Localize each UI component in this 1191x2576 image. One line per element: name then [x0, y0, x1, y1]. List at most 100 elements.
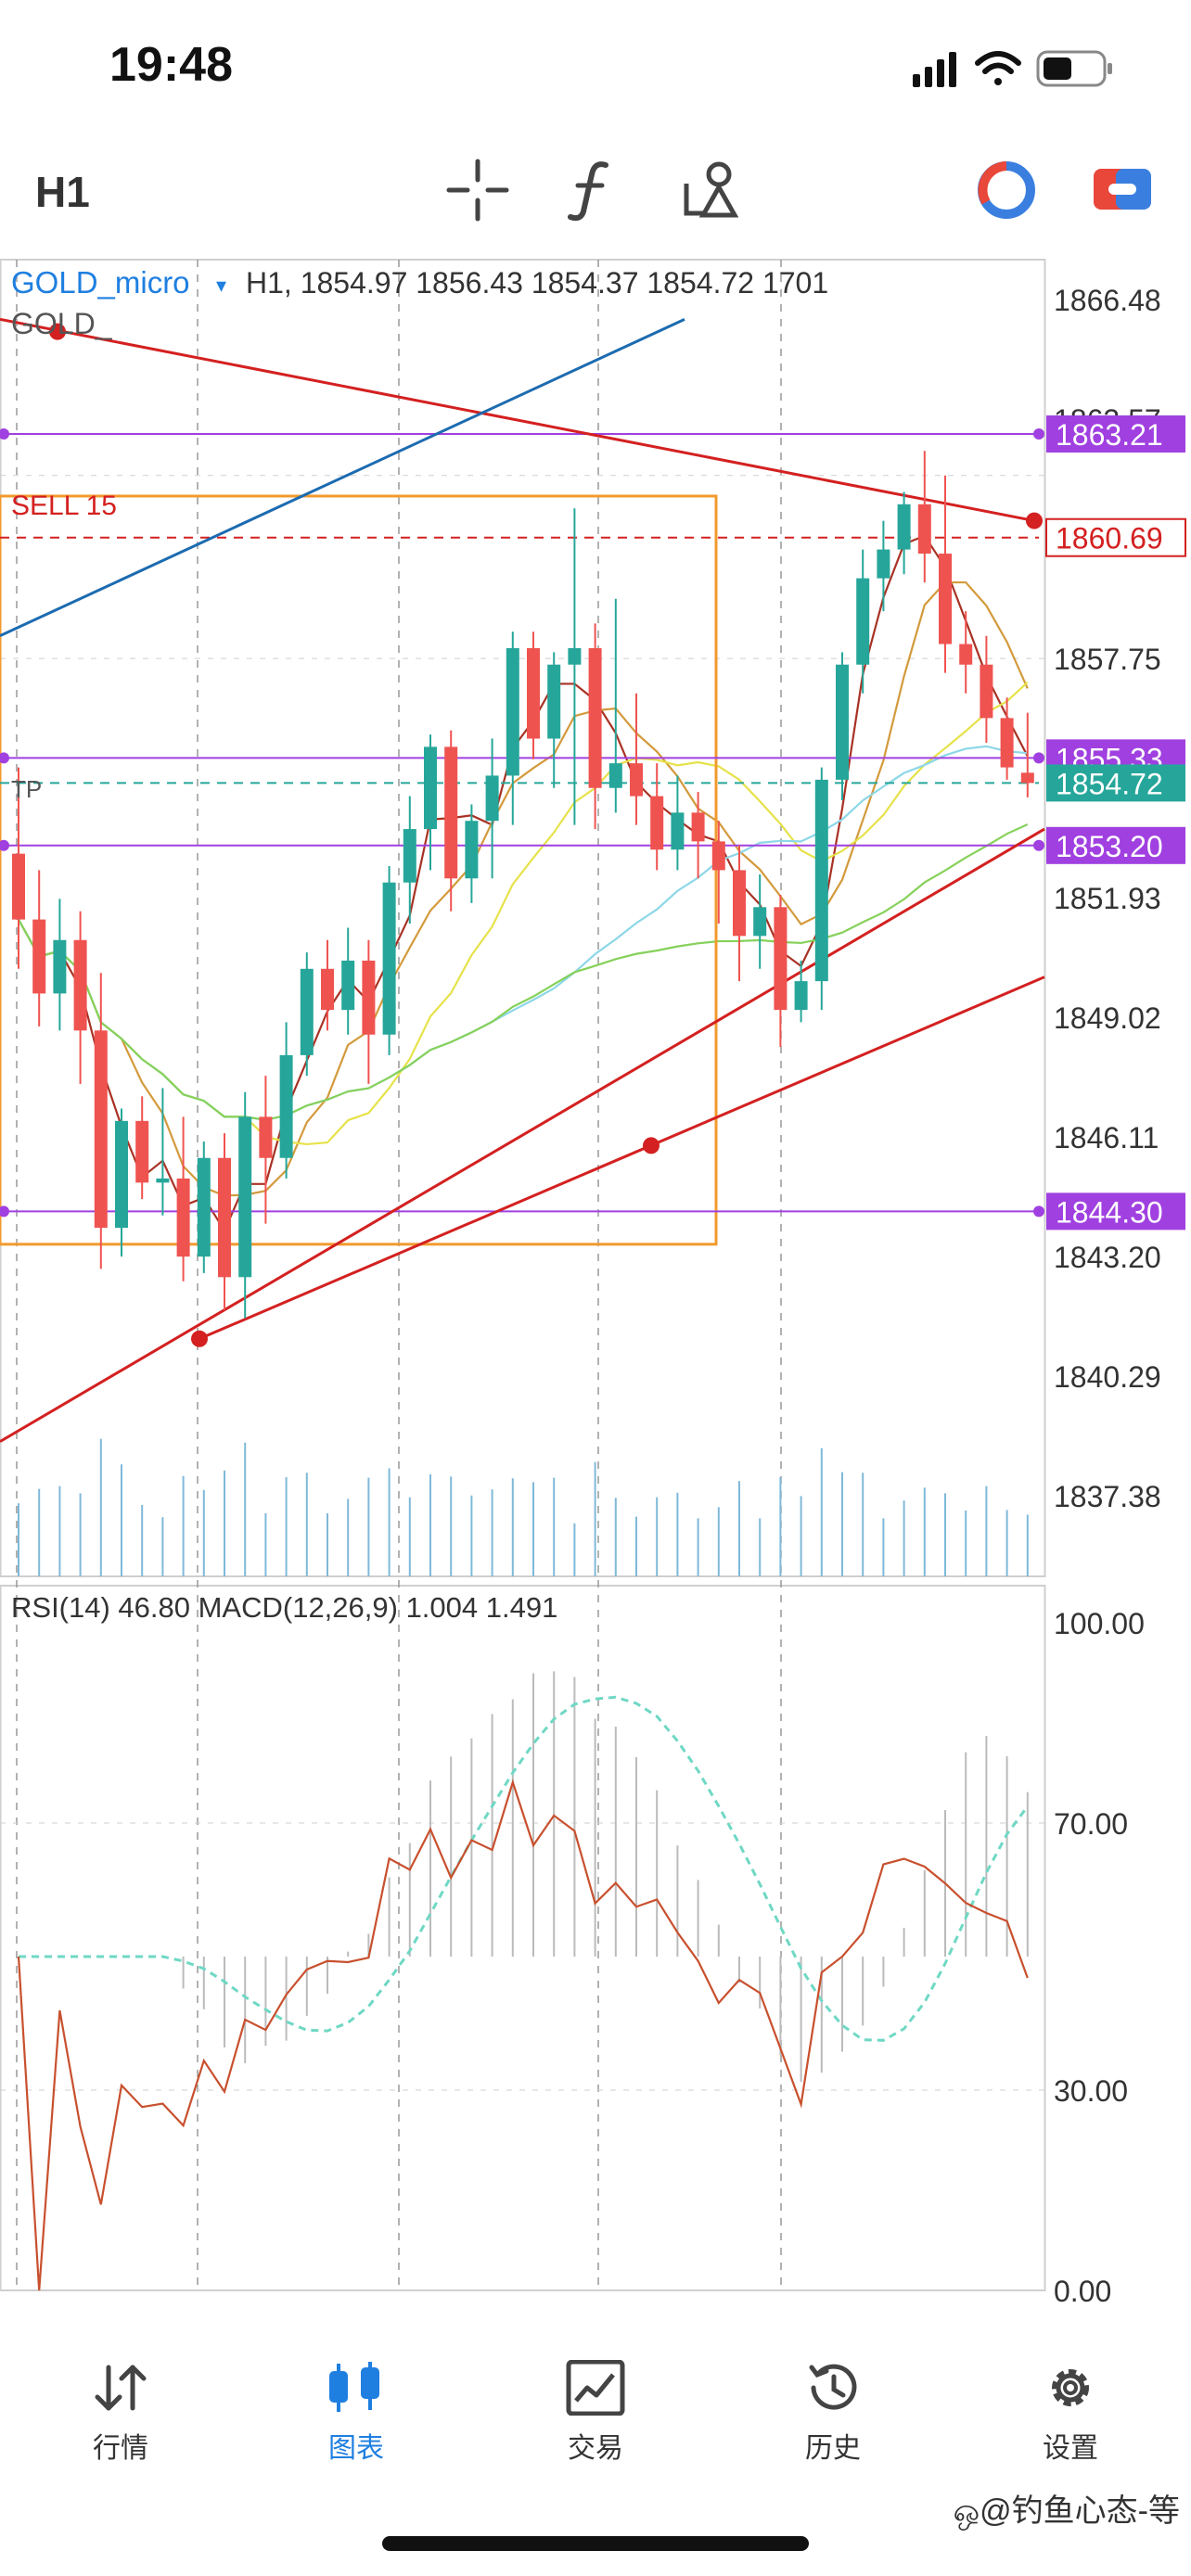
candle-body: [176, 1178, 190, 1257]
candle[interactable]: [733, 845, 746, 982]
candlestick-chart-icon: [329, 2362, 379, 2412]
candle[interactable]: [279, 1022, 293, 1179]
level-handle[interactable]: [0, 839, 9, 851]
candle[interactable]: [980, 635, 993, 743]
trendline-anchor[interactable]: [643, 1137, 660, 1154]
nav-settings[interactable]: 设置: [996, 2360, 1145, 2490]
candle[interactable]: [897, 491, 911, 575]
candle[interactable]: [73, 911, 87, 1084]
level-handle[interactable]: [1033, 752, 1044, 764]
candle[interactable]: [1000, 697, 1014, 780]
nav-trade[interactable]: 交易: [521, 2360, 670, 2490]
price-axis-label: 1851.93: [1054, 882, 1161, 915]
candle[interactable]: [650, 763, 664, 871]
candle[interactable]: [877, 520, 890, 612]
account-icon[interactable]: [1090, 158, 1155, 223]
candle[interactable]: [341, 927, 355, 1035]
candle[interactable]: [444, 730, 458, 912]
downtrend-line[interactable]: [0, 317, 1035, 523]
indicator-panel-frame: [0, 1585, 1046, 2291]
level-handle[interactable]: [1033, 428, 1044, 440]
symbol-name[interactable]: GOLD_micro: [11, 265, 190, 300]
candle[interactable]: [12, 767, 25, 969]
symbol-dropdown-icon[interactable]: ▾: [216, 274, 226, 297]
candle[interactable]: [939, 475, 952, 673]
ohlc-info: H1, 1854.97 1856.43 1854.37 1854.72 1701: [246, 266, 828, 300]
price-level-tag-text: 1860.69: [1056, 522, 1163, 555]
candle-body: [1020, 772, 1034, 784]
candle[interactable]: [753, 874, 767, 969]
candle[interactable]: [1020, 712, 1034, 797]
function-icon[interactable]: [561, 158, 626, 223]
price-level-tag-text: 1863.21: [1056, 418, 1163, 452]
blue-trend-line[interactable]: [0, 317, 685, 638]
candle[interactable]: [814, 767, 828, 1011]
candle[interactable]: [691, 792, 705, 879]
candle[interactable]: [94, 973, 108, 1269]
candle[interactable]: [527, 631, 540, 759]
candle[interactable]: [959, 611, 973, 694]
candle[interactable]: [156, 1088, 170, 1216]
candle[interactable]: [917, 451, 931, 583]
level-handle[interactable]: [0, 428, 9, 440]
status-icons: [913, 50, 1112, 87]
candle[interactable]: [382, 865, 396, 1055]
candle[interactable]: [485, 738, 499, 879]
level-handle[interactable]: [1033, 839, 1044, 851]
candle-body: [238, 1116, 252, 1278]
chart-grid: 26 May 04:00 26 May 20:00 27 May 13:00 30 M…: [0, 259, 1161, 2339]
candle[interactable]: [671, 775, 685, 871]
nav-chart[interactable]: 图表: [282, 2360, 430, 2490]
candle[interactable]: [424, 734, 437, 871]
candle[interactable]: [300, 952, 314, 1077]
candle[interactable]: [856, 549, 870, 694]
candle[interactable]: [608, 598, 622, 813]
candle[interactable]: [321, 939, 334, 1031]
candle[interactable]: [711, 821, 725, 925]
candle[interactable]: [547, 652, 561, 788]
crosshair-icon[interactable]: [445, 158, 510, 223]
trendline-anchor[interactable]: [49, 323, 66, 340]
home-indicator[interactable]: [382, 2536, 809, 2551]
candle[interactable]: [403, 796, 416, 925]
candle-body: [856, 578, 870, 665]
candle[interactable]: [568, 508, 582, 825]
candle[interactable]: [32, 870, 46, 1027]
candle[interactable]: [630, 693, 643, 825]
candle[interactable]: [588, 623, 602, 830]
time-axis-label: 27 May 13:00: [603, 2306, 777, 2309]
sell-zone-rectangle[interactable]: [0, 494, 718, 1246]
chart-canvas[interactable]: 26 May 04:00 26 May 20:00 27 May 13:00 30 M…: [0, 250, 1191, 2339]
level-handle[interactable]: [0, 1205, 9, 1218]
candle[interactable]: [259, 1076, 273, 1224]
moving-average-line: [18, 745, 1028, 1121]
level-handle[interactable]: [1033, 1205, 1044, 1218]
level-handle[interactable]: [0, 752, 9, 764]
candle[interactable]: [135, 1096, 149, 1200]
candle[interactable]: [176, 1116, 190, 1282]
candle[interactable]: [794, 960, 808, 1023]
trendline-anchor[interactable]: [191, 1330, 208, 1347]
candle[interactable]: [218, 1133, 231, 1310]
candle[interactable]: [197, 1141, 211, 1273]
candle[interactable]: [774, 895, 788, 1048]
candle[interactable]: [362, 939, 376, 1084]
timeframe-button[interactable]: H1: [35, 168, 90, 216]
uptrend-line-upper[interactable]: [0, 827, 1045, 1443]
candle[interactable]: [115, 1108, 128, 1257]
uptrend-line-lower[interactable]: [198, 976, 1045, 1341]
price-chart[interactable]: 26 May 04:00 26 May 20:00 27 May 13:00 30 M…: [0, 250, 1191, 2339]
candle[interactable]: [506, 631, 519, 825]
trendline-anchor[interactable]: [1026, 512, 1043, 529]
objects-icon[interactable]: [677, 158, 742, 223]
price-level-tag: [1046, 1192, 1185, 1231]
candle[interactable]: [53, 899, 67, 1031]
nav-history[interactable]: 历史: [759, 2360, 907, 2490]
candle[interactable]: [836, 652, 849, 801]
trading-signal-icon[interactable]: [974, 158, 1039, 223]
nav-quotes[interactable]: 行情: [46, 2360, 195, 2490]
candle[interactable]: [238, 1091, 252, 1319]
candle-body: [939, 554, 952, 644]
candle-body: [156, 1178, 170, 1183]
candle[interactable]: [465, 804, 479, 903]
